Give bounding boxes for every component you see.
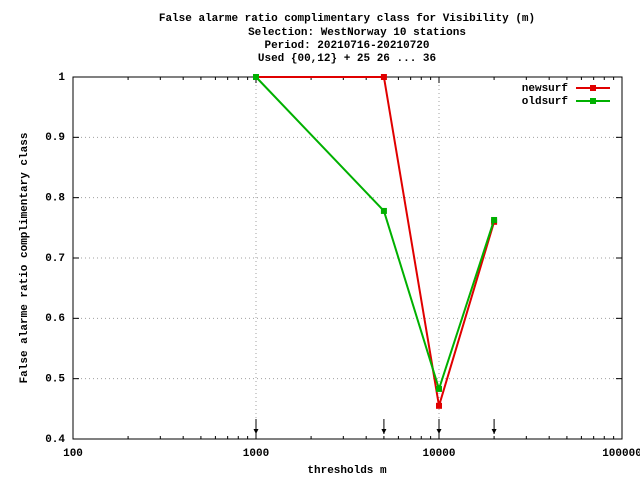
series-marker	[380, 74, 387, 80]
series-line	[256, 76, 496, 407]
y-tick-label: 0.4	[45, 434, 65, 446]
y-tick-label: 0.6	[45, 313, 65, 325]
x-tick-label: 10000	[422, 448, 455, 460]
series-marker	[491, 216, 498, 223]
x-tick-label: 1000	[243, 448, 269, 460]
x-tick-label: 100	[63, 448, 83, 460]
legend-marker	[590, 98, 596, 104]
y-tick-label: 0.7	[45, 253, 65, 265]
threshold-arrow-head	[436, 429, 442, 434]
chart-subtitle: Used {00,12} + 25 26 ... 36	[258, 53, 436, 65]
y-tick-label: 0.9	[45, 132, 65, 144]
x-axis-label: thresholds m	[307, 465, 387, 477]
plot-frame	[72, 76, 623, 440]
y-axis-label: False alarme ratio complimentary class	[19, 133, 31, 384]
series-marker	[380, 207, 387, 214]
series-marker	[253, 74, 259, 80]
threshold-arrow-head	[491, 429, 497, 434]
chart-title: False alarme ratio complimentary class f…	[159, 13, 535, 25]
series-marker	[436, 402, 442, 409]
threshold-arrow-head	[381, 429, 387, 434]
legend-label: newsurf	[522, 83, 569, 95]
y-tick-label: 0.8	[45, 193, 65, 205]
y-tick-label: 0.5	[45, 374, 65, 386]
legend-label: oldsurf	[522, 96, 569, 108]
series-line	[255, 76, 496, 393]
threshold-arrow-head	[253, 429, 259, 434]
legend-marker	[590, 85, 596, 91]
y-tick-label: 1	[58, 72, 65, 84]
chart-subtitle: Selection: WestNorway 10 stations	[248, 27, 466, 39]
x-tick-label: 100000	[602, 448, 640, 460]
chart-subtitle: Period: 20210716-20210720	[264, 40, 429, 52]
series-marker	[436, 385, 442, 392]
